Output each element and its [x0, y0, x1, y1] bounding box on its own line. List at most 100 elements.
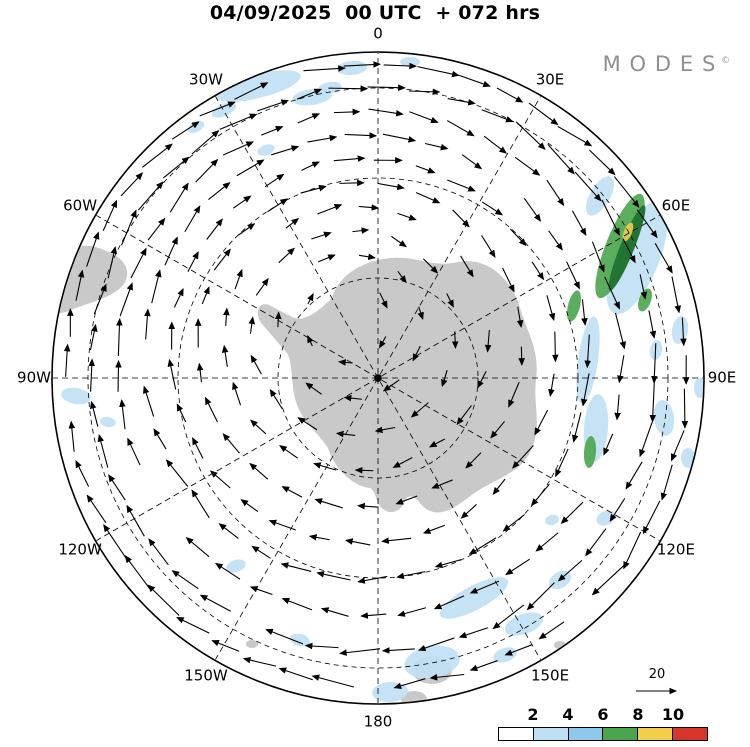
wind-arrow	[264, 173, 285, 188]
colorbar-segment	[637, 728, 673, 740]
wind-arrow	[318, 254, 336, 263]
wind-arrow	[382, 379, 400, 392]
wind-arrow	[484, 330, 492, 353]
wind-arrow	[335, 430, 356, 438]
wind-arrow	[492, 604, 525, 630]
shading-blob	[257, 144, 275, 156]
wind-arrow	[528, 102, 559, 126]
land-island	[246, 640, 258, 648]
meridian-labels: 0 30E 60E 90E 120E 150E 180 150W 120W 90W 60W 30W	[17, 25, 736, 731]
wind-arrow	[255, 277, 269, 296]
wind-arrow	[147, 584, 180, 616]
wind-arrow	[614, 312, 627, 350]
wind-arrow	[571, 412, 582, 443]
wind-arrow	[89, 323, 98, 351]
wind-arrow	[397, 212, 417, 221]
wind-arrow	[382, 133, 417, 143]
wind-arrow	[165, 459, 189, 487]
wind-arrow	[671, 276, 682, 314]
wind-arrow	[379, 292, 388, 309]
land-polygon	[257, 257, 537, 513]
modes-logo: MODES©	[603, 52, 730, 76]
wind-arrow	[199, 101, 236, 117]
wind-arrow	[169, 182, 189, 213]
wind-arrow	[297, 113, 321, 124]
wind-arrow	[257, 99, 289, 112]
wind-arrow	[249, 462, 269, 480]
wind-arrow	[234, 82, 269, 100]
wind-arrow	[173, 287, 184, 308]
wind-arrow	[352, 227, 370, 234]
wind-arrow	[591, 241, 605, 273]
wind-arrow	[680, 317, 687, 347]
wind-arrow	[417, 66, 460, 78]
wind-arrow	[636, 209, 658, 239]
wind-arrow	[163, 156, 190, 179]
wind-arrow	[339, 179, 365, 187]
colorbar-segment	[499, 728, 533, 740]
wind-arrow	[213, 248, 231, 271]
wind-arrow	[171, 121, 200, 140]
modes-logo-copyright: ©	[721, 56, 730, 66]
colorbar-tick: 8	[632, 705, 644, 724]
wind-arrow	[461, 154, 483, 170]
wind-arrow	[422, 258, 439, 274]
colorbar-segment	[567, 728, 603, 740]
wind-arrow	[424, 142, 449, 151]
wind-arrow	[343, 61, 382, 68]
wind-arrow	[410, 402, 429, 418]
wind-arrow	[552, 331, 559, 363]
colorbar-tick: 6	[597, 705, 609, 724]
wind-arrow	[548, 373, 555, 397]
wind-arrow	[383, 62, 417, 70]
wind-arrow	[307, 334, 314, 347]
precip-shading	[61, 57, 703, 703]
wind-arrow	[481, 235, 496, 258]
chart-title: 04/09/2025 00 UTC + 072 hrs	[209, 2, 541, 24]
wind-arrow	[580, 373, 590, 407]
wind-arrow	[458, 74, 491, 88]
wind-arrow	[412, 345, 421, 362]
shading-blob	[226, 559, 246, 573]
wind-arrow	[307, 292, 314, 305]
wind-vectors	[63, 61, 690, 690]
wind-arrow	[285, 218, 300, 229]
wind-arrow	[103, 524, 127, 560]
wind-arrow	[119, 282, 133, 317]
wind-arrow	[681, 388, 689, 429]
shading-blob	[567, 290, 581, 322]
wind-arrow	[86, 231, 100, 267]
wind-arrow	[120, 172, 144, 197]
wind-arrow	[222, 141, 254, 156]
wind-arrow	[492, 478, 506, 495]
colorbar-segment	[602, 728, 638, 740]
wind-arrow	[614, 394, 621, 421]
wind-arrow	[546, 295, 556, 322]
wind-arrow	[144, 308, 151, 340]
shading-blob	[622, 222, 634, 242]
shading-blob	[404, 645, 460, 679]
wind-arrow	[496, 87, 524, 103]
shading-blob	[545, 514, 559, 526]
wind-arrow	[313, 462, 337, 471]
wind-arrow	[560, 501, 584, 524]
colorbar-tick: 2	[527, 705, 539, 724]
wind-arrow	[408, 88, 441, 96]
wind-arrow	[417, 306, 424, 320]
wind-arrow	[469, 580, 500, 594]
wind-arrow	[281, 486, 303, 498]
wind-arrow	[88, 358, 96, 392]
colorbar-tick-labels: 2 4 6 8 10	[498, 705, 708, 725]
wind-arrow	[555, 448, 569, 478]
wind-arrow	[434, 559, 462, 569]
wind-arrow	[338, 648, 381, 656]
wind-arrow	[316, 571, 351, 581]
wind-arrow	[415, 192, 441, 204]
wind-arrow	[379, 336, 387, 349]
wind-arrow	[218, 523, 239, 539]
wind-arrow	[317, 204, 343, 215]
shading-blob	[61, 387, 91, 405]
wind-arrow	[281, 597, 313, 611]
wind-arrow	[206, 218, 223, 240]
